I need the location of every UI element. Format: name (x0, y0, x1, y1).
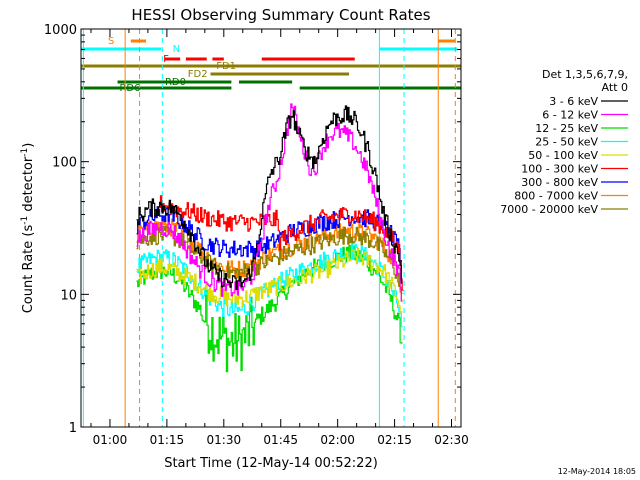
legend-label-7: 300 - 800 keV (521, 176, 598, 189)
series-line-1 (136, 105, 403, 290)
flag-label-rd6: RD6 (119, 83, 140, 94)
series-line-2 (136, 103, 403, 302)
y-axis-label: Count Rate (s-1 detector-1) (20, 143, 36, 314)
y-tick-label-3: 100 (52, 156, 77, 171)
series-line-5 (136, 247, 403, 313)
legend-label-2: 6 - 12 keV (542, 109, 598, 122)
axes: 01:00 01:15 01:30 01:45 02:00 02:15 02:30 1 10 10… (44, 23, 469, 447)
series-lines (136, 103, 404, 373)
date-stamp: 12-May-2014 18:05 (558, 467, 636, 476)
y-tick-label-4: 1000 (44, 23, 77, 38)
legend-label-4: 25 - 50 keV (535, 136, 598, 149)
y-tick-label-2: 10 (60, 288, 77, 303)
legend-label-9: 7000 - 20000 keV (500, 203, 598, 216)
y-tick-label-1: 1 (69, 421, 77, 436)
flag-label-n: N (173, 44, 180, 55)
legend-label-3: 12 - 25 keV (535, 122, 598, 135)
chart-title: HESSI Observing Summary Count Rates (131, 6, 430, 24)
flag-label-rd0: RD0 (165, 77, 186, 88)
x-tick-label-3: 01:30 (207, 433, 242, 447)
legend-label-5: 50 - 100 keV (528, 149, 598, 162)
x-tick-label-4: 01:45 (263, 433, 298, 447)
legend-label-1: 3 - 6 keV (549, 95, 598, 108)
x-axis-label: Start Time (12-May-14 00:52:22) (164, 456, 378, 471)
series-line-6 (159, 195, 404, 291)
legend-label-8: 800 - 7000 keV (514, 190, 598, 203)
legend-title-2: Att 0 (602, 81, 628, 94)
legend-label-6: 100 - 300 keV (521, 163, 598, 176)
plot-frame (80, 28, 462, 428)
flag-label-s: S (108, 36, 114, 47)
x-tick-label-2: 01:15 (150, 433, 185, 447)
x-tick-label-6: 02:15 (377, 433, 412, 447)
x-tick-label-1: 01:00 (93, 433, 128, 447)
x-tick-label-7: 02:30 (434, 433, 469, 447)
flag-label-fd1: FD1 (216, 61, 236, 72)
flag-label-fd2: FD2 (188, 69, 208, 80)
legend-title: Det 1,3,5,6,7,9, (542, 68, 628, 81)
flag-label-f: F (163, 54, 169, 65)
x-tick-label-5: 02:00 (320, 433, 355, 447)
